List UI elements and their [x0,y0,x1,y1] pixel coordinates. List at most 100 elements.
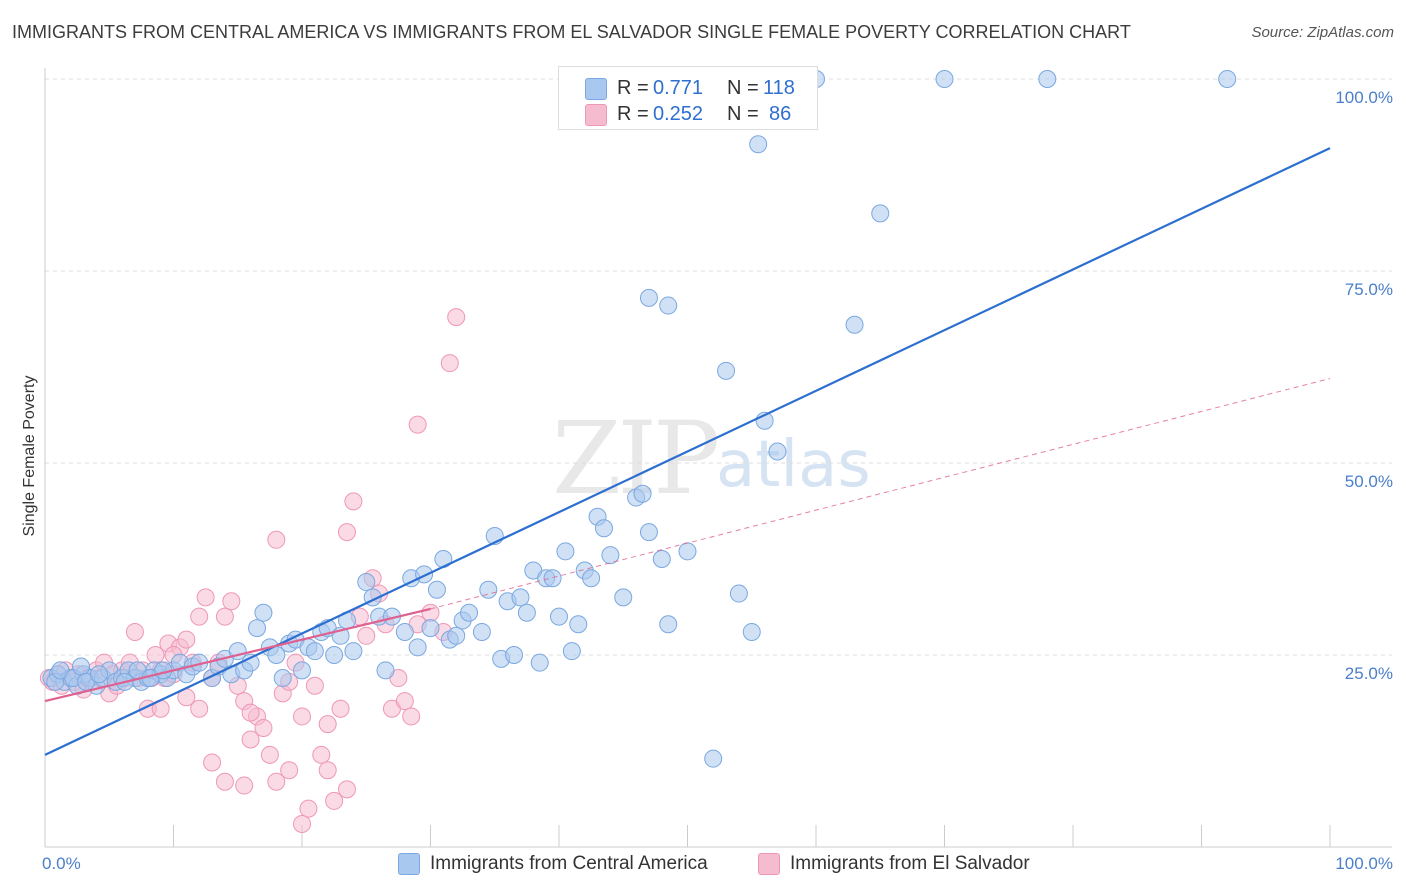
central-america-point [659,296,678,315]
central-america-point [768,442,787,461]
el-salvador-point [357,626,376,645]
central-america-point [1218,70,1237,88]
central-america-point [678,542,697,561]
y-tick-label: 25.0% [1345,664,1393,683]
central-america-point [871,204,890,223]
central-america-point [704,749,723,768]
central-america-point [530,653,549,672]
el-salvador-point [293,814,311,833]
central-america-point [729,584,748,603]
central-america-point [408,638,427,657]
central-america-point [376,661,395,680]
central-america-point [633,484,652,503]
watermark-atlas: atlas [716,428,871,502]
el-salvador-point [299,799,318,818]
legend-row-central-america: R = 0.771 N = 118 [559,75,817,103]
correlation-legend: R = 0.771 N = 118 R = 0.252 N = 86 [558,66,818,130]
bottom-legend-swatch-blue [398,853,420,875]
central-america-point [749,135,768,154]
central-america-point [472,622,491,641]
el-salvador-point [260,745,279,764]
central-america-point [639,523,658,542]
central-america-points [42,70,1237,768]
y-tick-label: 100.0% [1335,88,1393,107]
el-salvador-point [318,715,337,734]
central-america-point [517,603,536,622]
central-america-point [845,315,864,334]
el-salvador-point [402,707,421,726]
el-salvador-point [267,530,286,549]
el-salvador-point [125,622,144,641]
legend-swatch-blue [585,78,607,100]
el-salvador-point [254,718,273,737]
central-america-point [652,550,671,568]
el-salvador-point [325,791,344,810]
legend-n-label: N = [727,103,759,125]
central-america-point [742,622,761,641]
el-salvador-point [395,692,414,711]
el-salvador-point [312,745,331,764]
el-salvador-point [337,780,356,799]
central-america-point [935,70,954,88]
central-america-point [511,588,530,607]
el-salvador-point [241,703,260,722]
central-america-point [550,607,568,626]
tick-labels: 25.0% 50.0% 75.0% 100.0% 0.0% 100.0% [42,88,1393,873]
bottom-legend-label: Immigrants from El Salvador [790,853,1030,874]
central-america-point [601,546,620,565]
central-america-point [460,603,479,622]
el-salvador-point [222,592,241,611]
chart-title: IMMIGRANTS FROM CENTRAL AMERICA VS IMMIG… [12,22,1131,42]
trend-lines [44,147,1331,756]
legend-r-label: R = [617,77,649,99]
central-america-point [415,565,434,584]
central-america-point [293,661,311,680]
el-salvador-point [235,776,254,795]
y-axis-title: Single Female Poverty [21,376,38,537]
el-salvador-point [344,492,363,511]
axes [44,68,1392,848]
central-america-point [71,657,90,676]
central-america-point [254,603,273,622]
central-america-point [659,615,678,634]
bottom-legend-label: Immigrants from Central America [430,853,708,874]
central-america-point [717,361,736,380]
central-america-trendline [44,147,1331,756]
x-tick-label: 100.0% [1335,854,1393,873]
el-salvador-point [215,607,234,626]
central-america-point [594,519,613,538]
central-america-point [357,573,376,592]
legend-r-value: 0.252 [653,103,704,125]
el-salvador-point [318,761,337,780]
central-america-point [89,665,108,684]
el-salvador-point [190,607,209,626]
central-america-point [305,642,324,661]
central-america-point [344,642,363,661]
el-salvador-trendline-extended [430,378,1331,610]
y-tick-label: 50.0% [1345,472,1393,491]
central-america-point [556,542,575,561]
el-salvador-point [190,699,209,718]
central-america-point [614,588,633,607]
legend-n-value: 86 [769,103,792,125]
el-salvador-point [280,761,299,780]
el-salvador-point [305,676,324,695]
el-salvador-point [408,415,427,434]
x-tick-label: 0.0% [42,854,81,873]
legend-row-el-salvador: R = 0.252 N = 86 [559,101,817,129]
central-america-point [569,615,588,634]
el-salvador-point [177,630,196,649]
el-salvador-point [421,603,440,622]
legend-r-label: R = [617,103,649,125]
bottom-legend-swatch-pink [758,853,780,875]
central-america-point [582,569,601,588]
central-america-point [562,642,581,661]
el-salvador-point [331,699,350,718]
central-america-point [273,669,292,688]
central-america-point [479,580,498,599]
el-salvador-point [196,588,215,607]
central-america-point [248,619,267,638]
el-salvador-point [215,772,234,791]
el-salvador-point [337,523,356,542]
